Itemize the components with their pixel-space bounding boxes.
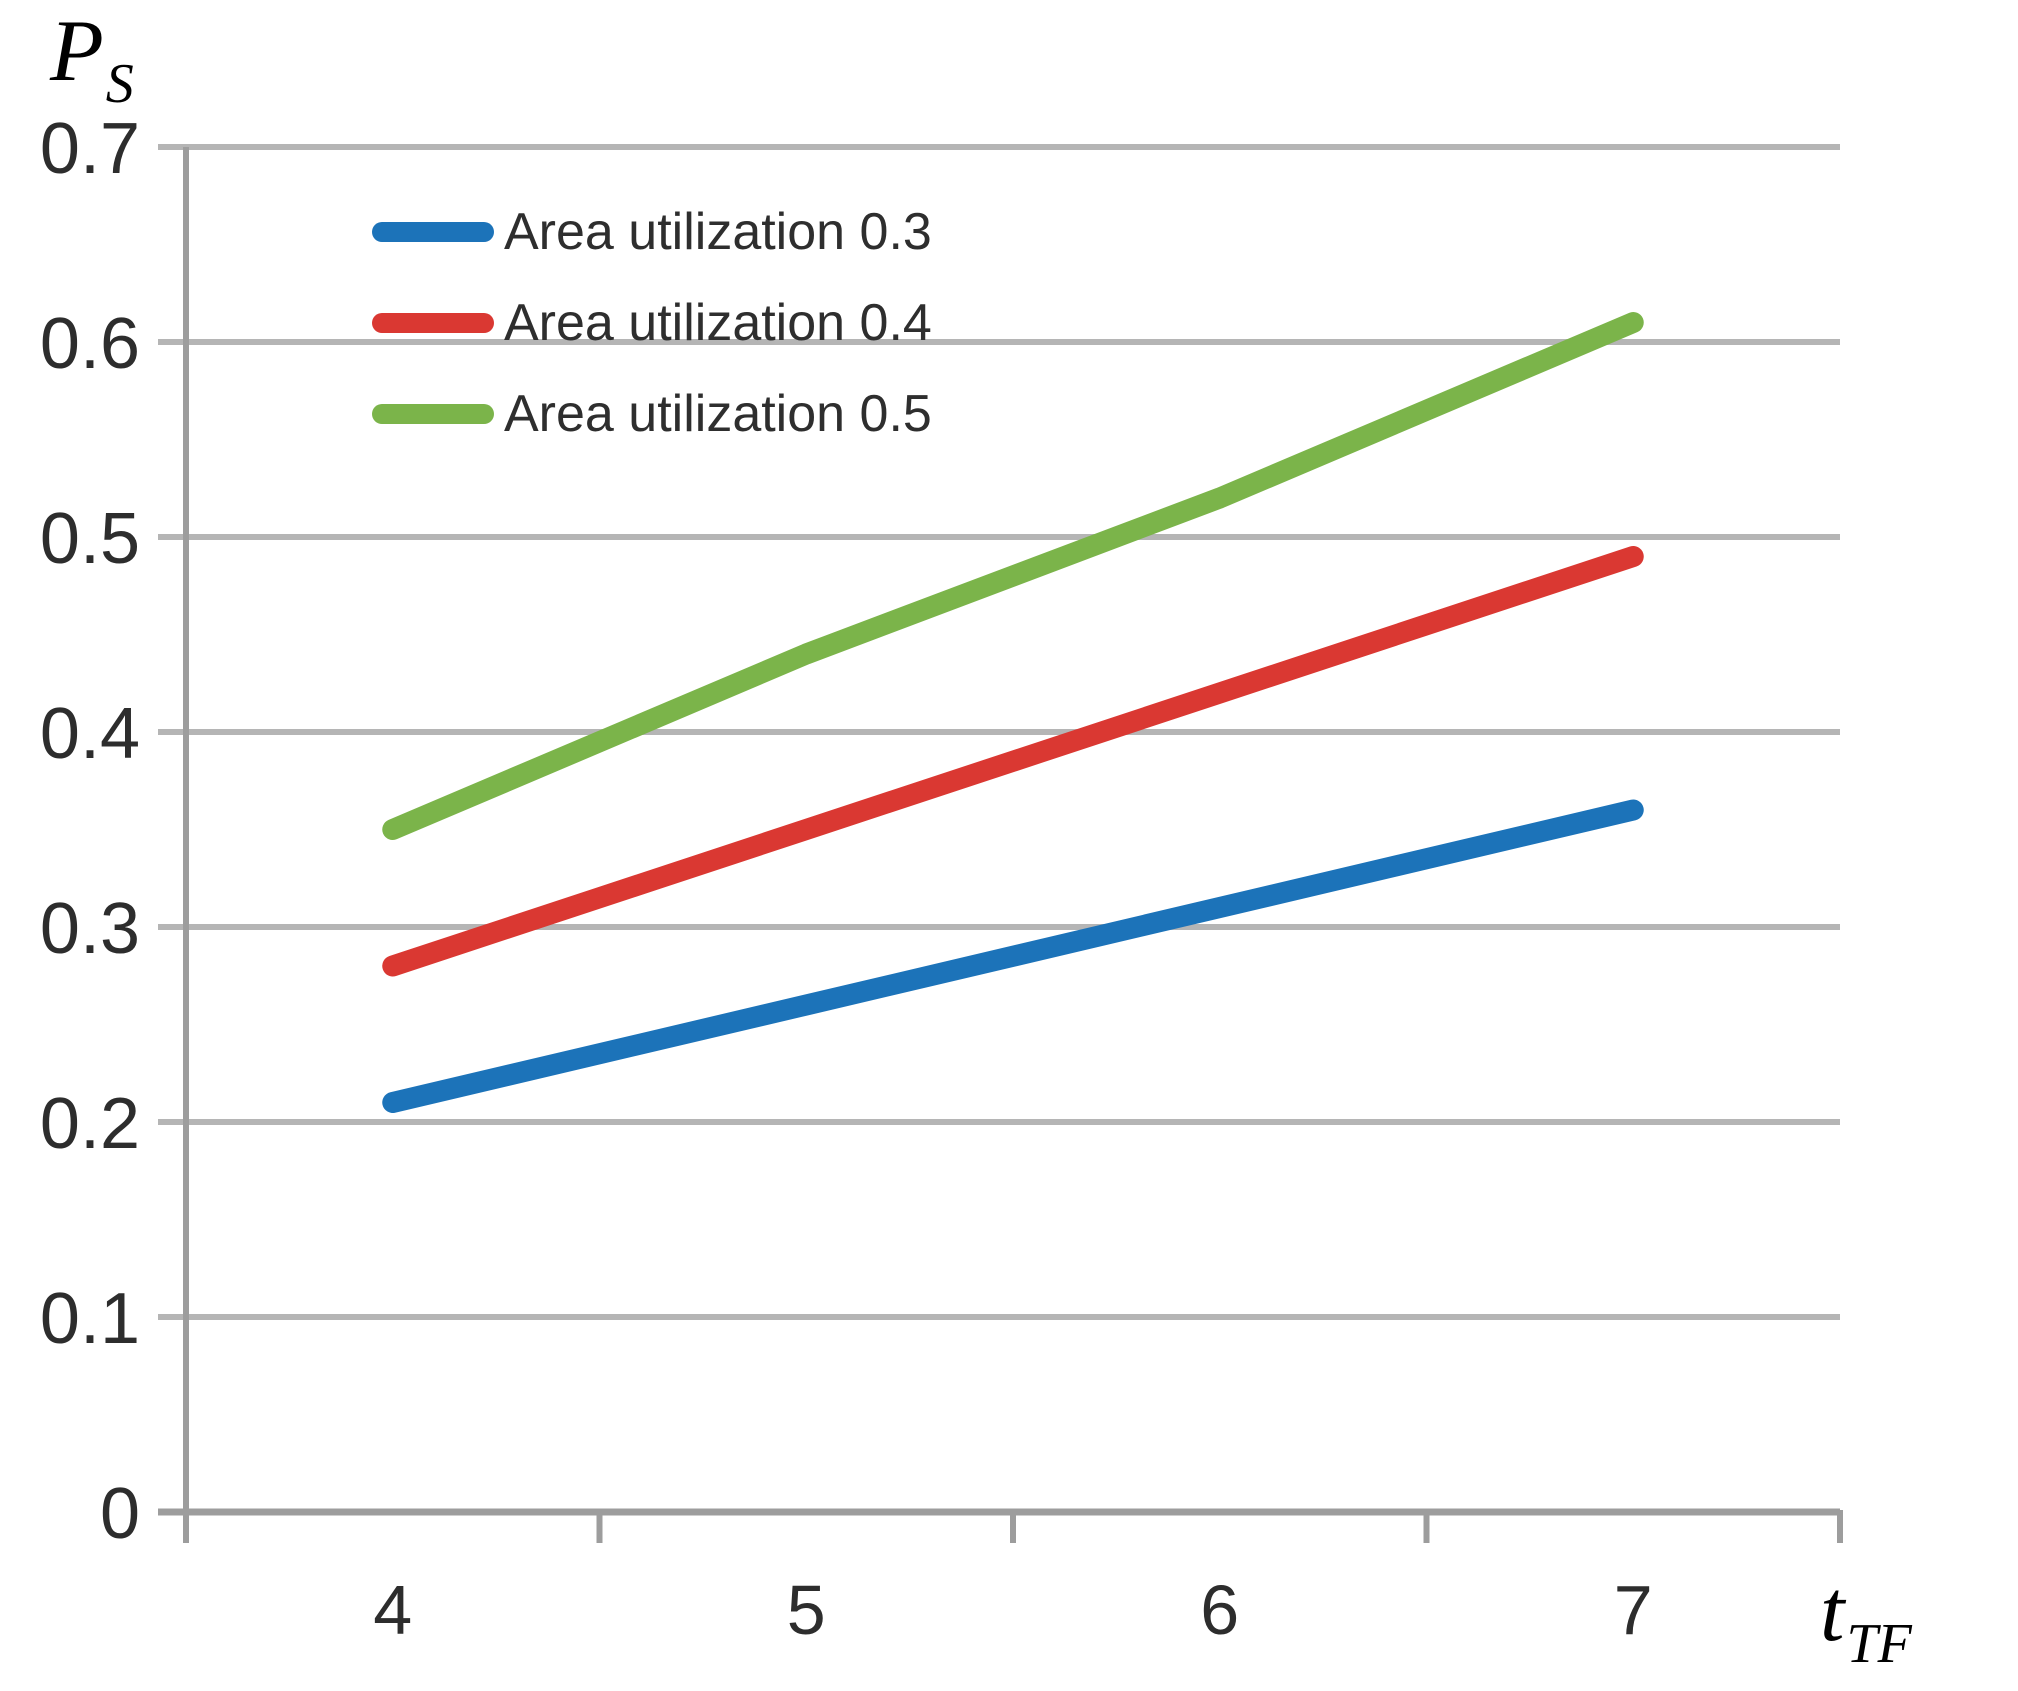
- x-axis-title-main: t: [1820, 1563, 1845, 1660]
- x-tick-label: 5: [787, 1571, 826, 1649]
- series-line-area-utilization-0.4: [382, 546, 1644, 977]
- x-tick-label: 6: [1200, 1571, 1239, 1649]
- y-tick-label: 0.6: [40, 304, 140, 384]
- legend-label: Area utilization 0.4: [504, 293, 932, 352]
- legend-swatch-green: [372, 403, 494, 424]
- legend-item: Area utilization 0.3: [372, 186, 932, 277]
- series-line-area-utilization-0.3: [382, 799, 1644, 1113]
- axes: [158, 147, 1843, 1543]
- y-axis-title: PS: [50, 8, 134, 113]
- x-tick-label: 7: [1614, 1571, 1653, 1649]
- x-axis-title-sub: TF: [1846, 1613, 1912, 1675]
- gridlines: [158, 144, 1840, 1320]
- x-tick-label: 4: [373, 1571, 412, 1649]
- x-tick-labels: 4 5 6 7: [373, 1571, 1652, 1649]
- y-tick-label: 0.1: [40, 1279, 140, 1359]
- legend-swatch-red: [372, 312, 494, 333]
- x-axis-title: tTF: [1820, 1568, 1912, 1673]
- y-tick-label: 0.3: [40, 889, 140, 969]
- y-tick-label: 0.7: [40, 109, 140, 189]
- legend-swatch-blue: [372, 221, 494, 242]
- legend-label: Area utilization 0.5: [504, 384, 932, 443]
- series-line-area-utilization-0.5: [382, 312, 1644, 840]
- legend-item: Area utilization 0.4: [372, 277, 932, 368]
- legend: Area utilization 0.3 Area utilization 0.…: [372, 186, 932, 459]
- y-axis-title-main: P: [50, 3, 104, 100]
- y-tick-label: 0: [100, 1474, 140, 1554]
- legend-item: Area utilization 0.5: [372, 368, 932, 459]
- y-tick-labels: 0 0.1 0.2 0.3 0.4 0.5 0.6 0.7: [40, 109, 140, 1554]
- y-axis-title-sub: S: [105, 53, 134, 115]
- y-tick-label: 0.5: [40, 499, 140, 579]
- x-axis-ticks: [596, 1510, 1843, 1543]
- legend-label: Area utilization 0.3: [504, 202, 932, 261]
- y-tick-label: 0.2: [40, 1084, 140, 1164]
- series-lines: [382, 312, 1644, 1113]
- y-tick-label: 0.4: [40, 694, 140, 774]
